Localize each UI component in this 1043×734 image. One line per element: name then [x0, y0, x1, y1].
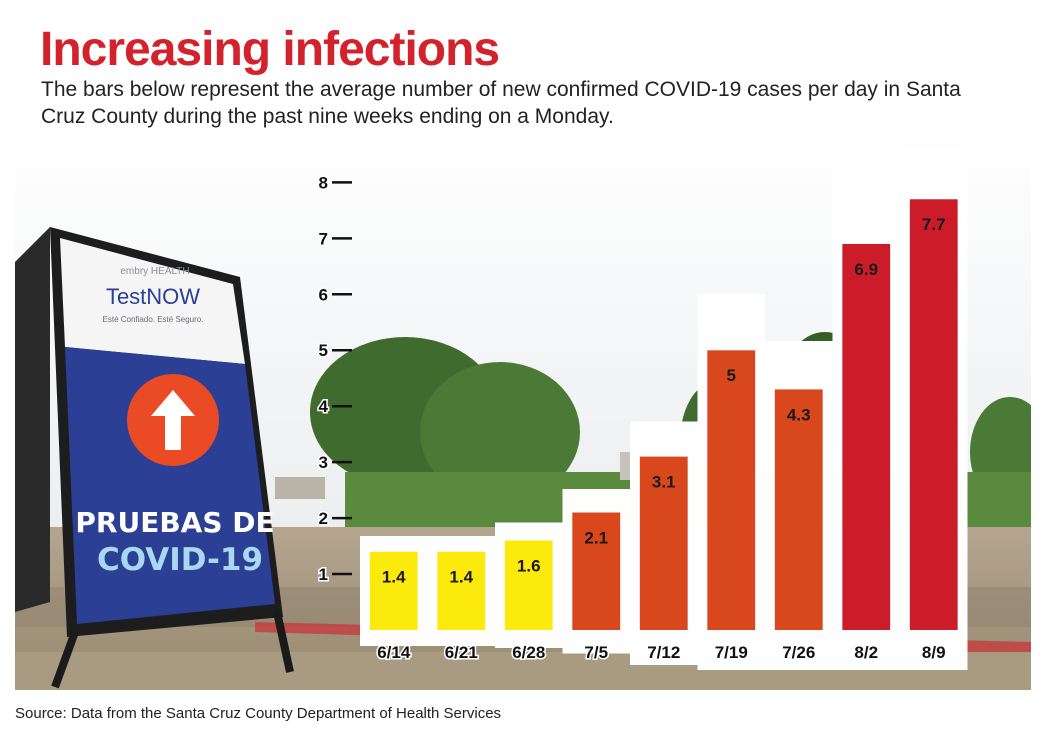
bar [842, 243, 891, 630]
chart-title: Increasing infections [40, 23, 500, 76]
testing-sign: embry HEALTH TestNOW Esté Confiado. Esté… [15, 227, 294, 689]
bar-value-label: 4.3 [787, 405, 811, 424]
arrow-up-icon [151, 390, 195, 450]
y-tick-label: 3 [319, 453, 328, 472]
bar-value-label: 6.9 [854, 260, 878, 279]
chart-subtitle: The bars below represent the average num… [41, 78, 961, 128]
y-tick-label: 2 [319, 509, 328, 528]
bar [437, 551, 486, 630]
bar [572, 512, 621, 630]
x-tick-label: 6/28 [512, 643, 545, 662]
x-tick-label: 6/14 [377, 643, 411, 662]
y-tick-label: 7 [319, 229, 328, 248]
bar-value-label: 3.1 [652, 473, 676, 492]
bar-value-label: 2.1 [584, 529, 608, 548]
sign-line-1: PRUEBAS DE [75, 506, 274, 539]
bar [504, 540, 553, 630]
sign-brand: TestNOW [106, 284, 200, 309]
y-tick-label: 1 [319, 565, 328, 584]
sign-brand-top: embry HEALTH [120, 266, 189, 277]
y-tick-label: 8 [319, 173, 328, 192]
bar-chart: 1 2 3 4 5 6 7 8 1.4 6/14 1.4 6/21 1.6 6/28 2.1 7/5 3.1 7/… [290, 150, 990, 675]
x-tick-label: 7/12 [647, 643, 680, 662]
x-tick-label: 7/5 [584, 643, 608, 662]
bar [774, 389, 823, 630]
sign-tagline: Esté Confiado. Esté Seguro. [103, 315, 204, 324]
bar [909, 199, 958, 630]
x-tick-label: 8/9 [922, 643, 946, 662]
x-tick-label: 7/19 [715, 643, 748, 662]
bar [707, 350, 756, 630]
bar-value-label: 7.7 [922, 215, 946, 234]
x-tick-label: 6/21 [445, 643, 478, 662]
bar [639, 456, 688, 630]
bar-value-label: 1.4 [449, 568, 473, 587]
y-tick-label: 4 [319, 397, 329, 416]
y-tick-label: 6 [319, 285, 328, 304]
source-note: Source: Data from the Santa Cruz County … [15, 705, 502, 722]
bar-value-label: 5 [727, 366, 736, 385]
x-tick-label: 8/2 [854, 643, 878, 662]
bar-value-label: 1.4 [382, 568, 406, 587]
sign-line-2: COVID-19 [97, 542, 263, 578]
x-tick-label: 7/26 [782, 643, 815, 662]
bar-value-label: 1.6 [517, 556, 541, 575]
y-tick-label: 5 [319, 341, 328, 360]
bar [369, 551, 418, 630]
